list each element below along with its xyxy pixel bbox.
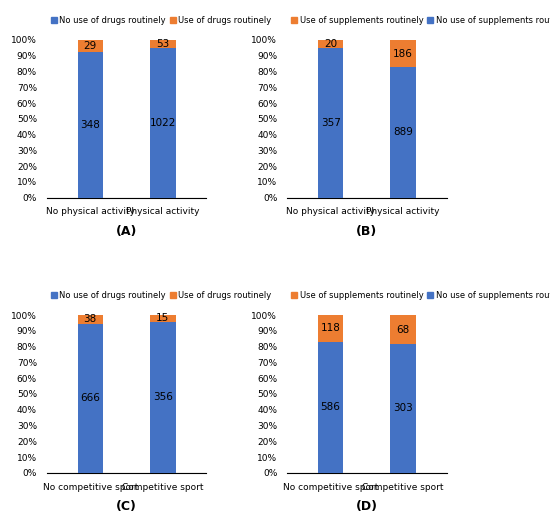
Text: 118: 118 bbox=[321, 323, 340, 333]
Bar bbox=[78, 40, 103, 52]
Text: 356: 356 bbox=[153, 392, 173, 402]
Bar bbox=[150, 40, 175, 48]
Bar bbox=[318, 315, 343, 342]
Text: 38: 38 bbox=[84, 314, 97, 324]
Bar bbox=[318, 48, 343, 198]
X-axis label: (D): (D) bbox=[356, 500, 378, 513]
X-axis label: (C): (C) bbox=[116, 500, 137, 513]
Text: 68: 68 bbox=[397, 324, 410, 335]
Legend: Use of supplements routinely, No use of supplements routinely: Use of supplements routinely, No use of … bbox=[291, 291, 550, 300]
Bar bbox=[150, 48, 175, 198]
Text: 586: 586 bbox=[321, 402, 340, 412]
Text: 1022: 1022 bbox=[150, 118, 176, 128]
X-axis label: (A): (A) bbox=[116, 225, 138, 238]
Legend: No use of drugs routinely, Use of drugs routinely: No use of drugs routinely, Use of drugs … bbox=[51, 16, 272, 25]
Text: 53: 53 bbox=[156, 39, 169, 49]
Bar bbox=[390, 344, 416, 473]
Text: 15: 15 bbox=[156, 313, 169, 323]
Bar bbox=[390, 315, 416, 344]
Text: 186: 186 bbox=[393, 49, 413, 59]
Bar bbox=[318, 342, 343, 473]
Bar bbox=[78, 52, 103, 198]
Text: 303: 303 bbox=[393, 403, 413, 413]
Bar bbox=[150, 315, 175, 322]
Legend: Use of supplements routinely, No use of supplements routinely: Use of supplements routinely, No use of … bbox=[291, 16, 550, 25]
Bar bbox=[78, 315, 103, 324]
Bar bbox=[390, 67, 416, 198]
Text: 666: 666 bbox=[80, 393, 100, 403]
Text: 348: 348 bbox=[80, 120, 100, 130]
Bar bbox=[390, 40, 416, 67]
Bar bbox=[318, 40, 343, 48]
Text: 20: 20 bbox=[324, 39, 337, 49]
Text: 357: 357 bbox=[321, 118, 340, 128]
Legend: No use of drugs routinely, Use of drugs routinely: No use of drugs routinely, Use of drugs … bbox=[51, 291, 272, 300]
Text: 29: 29 bbox=[84, 41, 97, 51]
X-axis label: (B): (B) bbox=[356, 225, 377, 238]
Bar bbox=[78, 324, 103, 473]
Text: 889: 889 bbox=[393, 127, 413, 137]
Bar bbox=[150, 322, 175, 473]
